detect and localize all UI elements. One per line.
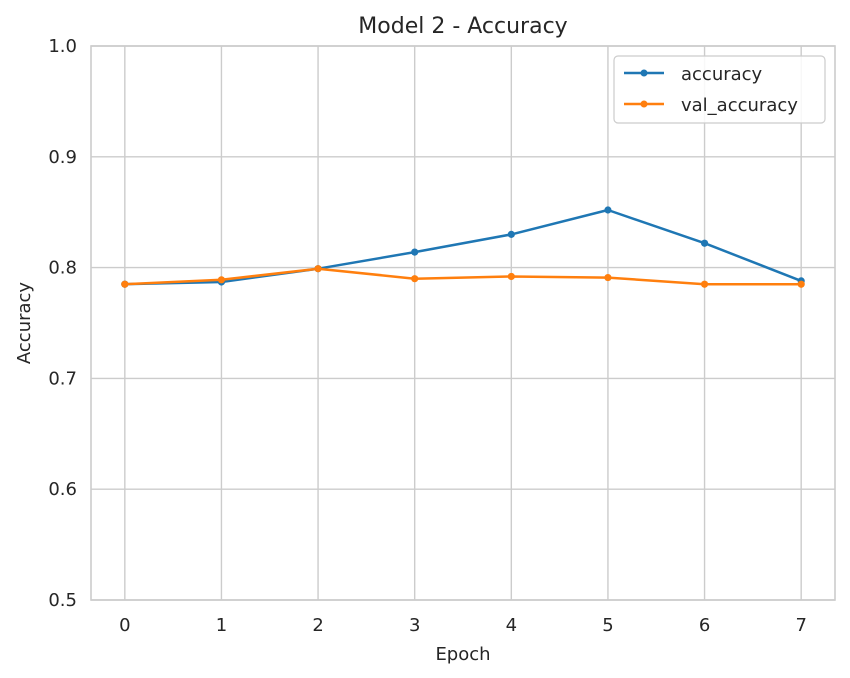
data-point-val-accuracy	[507, 272, 515, 281]
series-line-val-accuracy	[123, 267, 803, 286]
data-point-val-accuracy	[121, 280, 129, 288]
legend-marker-accuracy	[640, 69, 648, 77]
data-point-accuracy	[507, 230, 515, 238]
y-tick-label: 0.7	[48, 368, 77, 389]
tick-labels: 0 1 2 3 4 5 6 7 0.5 0.6 0.7 0.8 0.9 1.0	[48, 36, 807, 636]
y-tick-label: 0.5	[48, 590, 77, 611]
grid-lines	[91, 45, 835, 601]
y-axis-label: Accuracy	[14, 282, 35, 365]
y-tick-label: 0.6	[48, 479, 77, 500]
data-point-accuracy	[411, 248, 419, 256]
data-point-val-accuracy	[797, 280, 805, 288]
legend: accuracy val_accuracy	[613, 55, 826, 124]
data-point-accuracy	[604, 206, 612, 214]
chart-title: Model 2 - Accuracy	[358, 14, 567, 39]
data-point-val-accuracy	[411, 275, 419, 283]
x-tick-label: 6	[699, 615, 710, 636]
series-line-accuracy	[123, 208, 803, 286]
x-tick-label: 3	[409, 615, 420, 636]
legend-label-accuracy: accuracy	[681, 64, 763, 85]
x-axis-label: Epoch	[435, 644, 490, 665]
x-tick-label: 7	[795, 615, 806, 636]
x-tick-label: 0	[119, 615, 130, 636]
plot-frame	[90, 45, 836, 601]
data-point-val-accuracy	[314, 265, 322, 273]
data-point-accuracy	[700, 239, 709, 247]
x-tick-label: 2	[312, 615, 323, 636]
x-tick-label: 5	[602, 615, 613, 636]
y-tick-label: 1.0	[48, 36, 77, 57]
legend-label-val-accuracy: val_accuracy	[681, 95, 798, 116]
x-tick-label: 1	[216, 615, 227, 636]
legend-marker-val-accuracy	[640, 100, 648, 108]
y-tick-label: 0.8	[48, 258, 77, 279]
legend-box	[613, 55, 826, 124]
x-tick-label: 4	[506, 615, 517, 636]
data-point-val-accuracy	[604, 273, 612, 282]
series-layer	[121, 206, 805, 288]
data-point-val-accuracy	[700, 280, 709, 288]
y-tick-label: 0.9	[48, 147, 77, 168]
data-point-val-accuracy	[217, 276, 226, 284]
